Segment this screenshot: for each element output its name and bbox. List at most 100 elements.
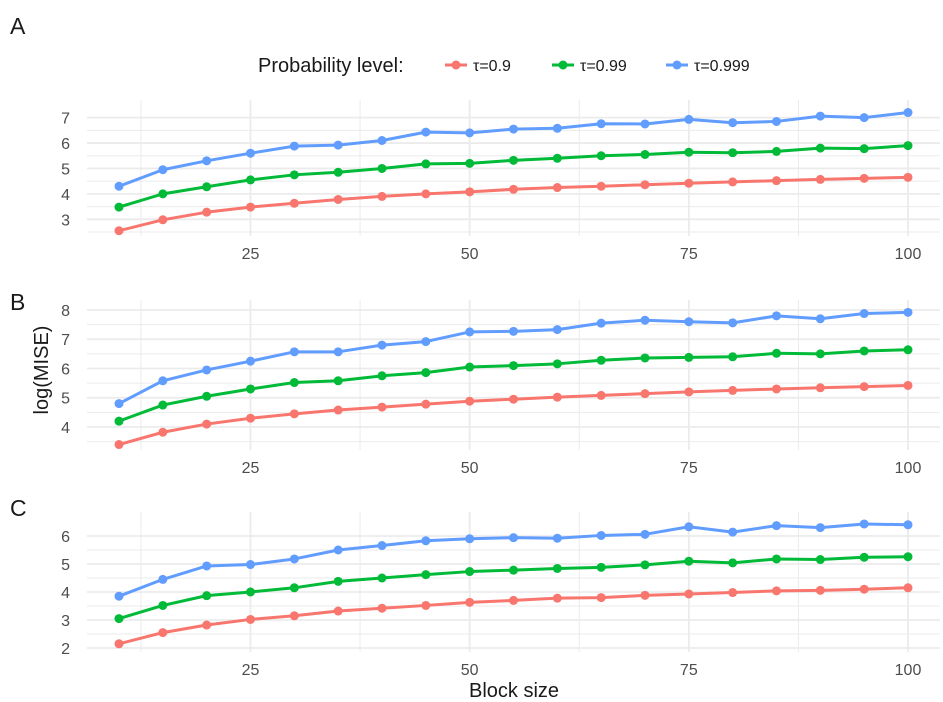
data-point: [728, 318, 738, 328]
data-point: [289, 611, 299, 621]
data-point: [815, 585, 825, 595]
data-point: [202, 591, 212, 601]
y-tick-label: 7: [61, 332, 70, 349]
data-point: [202, 365, 212, 375]
data-point: [246, 560, 255, 570]
data-point: [684, 522, 694, 532]
data-point: [289, 554, 299, 564]
data-point: [509, 361, 518, 371]
data-point: [421, 399, 431, 409]
data-point: [772, 348, 781, 358]
data-point: [377, 603, 387, 613]
data-point: [684, 352, 694, 362]
y-tick-label: 8: [61, 303, 70, 320]
data-point: [246, 148, 255, 158]
data-point: [640, 560, 650, 570]
data-point: [158, 600, 168, 610]
data-point: [377, 191, 387, 201]
data-point: [684, 589, 694, 599]
data-point: [377, 402, 387, 412]
data-point: [509, 124, 518, 134]
y-tick-label: 4: [61, 187, 70, 204]
data-point: [158, 165, 168, 175]
data-point: [815, 174, 825, 184]
panel-tag: A: [10, 13, 26, 39]
data-point: [859, 346, 869, 356]
data-point: [728, 527, 738, 537]
data-point: [728, 385, 738, 395]
data-point: [903, 108, 913, 118]
data-point: [640, 149, 650, 159]
data-point: [903, 520, 913, 530]
data-point: [465, 567, 475, 577]
data-point: [158, 376, 168, 386]
data-point: [903, 141, 913, 151]
panel-a: 3 4 5 6 7 25 50 75 100 A: [10, 13, 940, 263]
data-point: [509, 326, 518, 336]
data-point: [596, 562, 606, 572]
data-point: [596, 530, 606, 540]
data-point: [421, 189, 431, 199]
data-point: [509, 565, 518, 575]
data-point: [596, 318, 606, 328]
data-point: [114, 591, 124, 601]
data-point: [640, 529, 650, 539]
data-point: [377, 573, 387, 583]
data-point: [772, 116, 781, 126]
y-axis-title: log(MISE): [31, 326, 53, 415]
data-point: [640, 590, 650, 600]
data-point: [772, 521, 781, 531]
x-tick-label: 75: [680, 460, 698, 477]
data-point: [684, 317, 694, 327]
data-point: [333, 140, 343, 150]
data-point: [596, 181, 606, 191]
legend-label: τ=0.9: [473, 58, 511, 75]
y-tick-label: 6: [61, 529, 70, 546]
y-tick-label: 3: [61, 212, 70, 229]
x-tick-label: 25: [242, 460, 260, 477]
data-point: [772, 146, 781, 156]
data-point: [509, 394, 518, 404]
y-tick-label: 2: [61, 641, 70, 658]
y-tick-label: 7: [61, 111, 70, 128]
data-point: [377, 371, 387, 381]
data-point: [859, 144, 869, 154]
y-tick-label: 4: [61, 420, 70, 437]
data-point: [903, 583, 913, 593]
data-point: [640, 315, 650, 325]
data-point: [640, 119, 650, 129]
y-tick-label: 5: [61, 391, 70, 408]
x-tick-label: 100: [895, 662, 922, 679]
data-point: [246, 175, 255, 185]
data-point: [377, 541, 387, 551]
data-point: [202, 419, 212, 429]
data-point: [728, 148, 738, 158]
data-point: [202, 156, 212, 166]
data-point: [377, 340, 387, 350]
data-point: [333, 347, 343, 357]
data-point: [333, 405, 343, 415]
data-point: [552, 533, 562, 543]
data-point: [640, 353, 650, 363]
panel-b: 4 5 6 7 8 25 50 75 100 B: [10, 289, 940, 477]
data-point: [728, 118, 738, 128]
data-point: [465, 128, 475, 138]
data-point: [465, 187, 475, 197]
data-point: [246, 356, 255, 366]
x-tick-label: 100: [895, 460, 922, 477]
legend-label: τ=0.999: [694, 58, 750, 75]
data-point: [684, 387, 694, 397]
data-point: [158, 215, 168, 225]
data-point: [859, 552, 869, 562]
data-point: [114, 226, 124, 236]
data-point: [684, 178, 694, 188]
data-point: [114, 614, 124, 624]
data-point: [552, 563, 562, 573]
data-point: [859, 309, 869, 319]
data-point: [640, 389, 650, 399]
data-point: [202, 182, 212, 192]
data-point: [421, 127, 431, 137]
data-point: [202, 207, 212, 217]
data-point: [903, 380, 913, 390]
data-point: [202, 561, 212, 571]
